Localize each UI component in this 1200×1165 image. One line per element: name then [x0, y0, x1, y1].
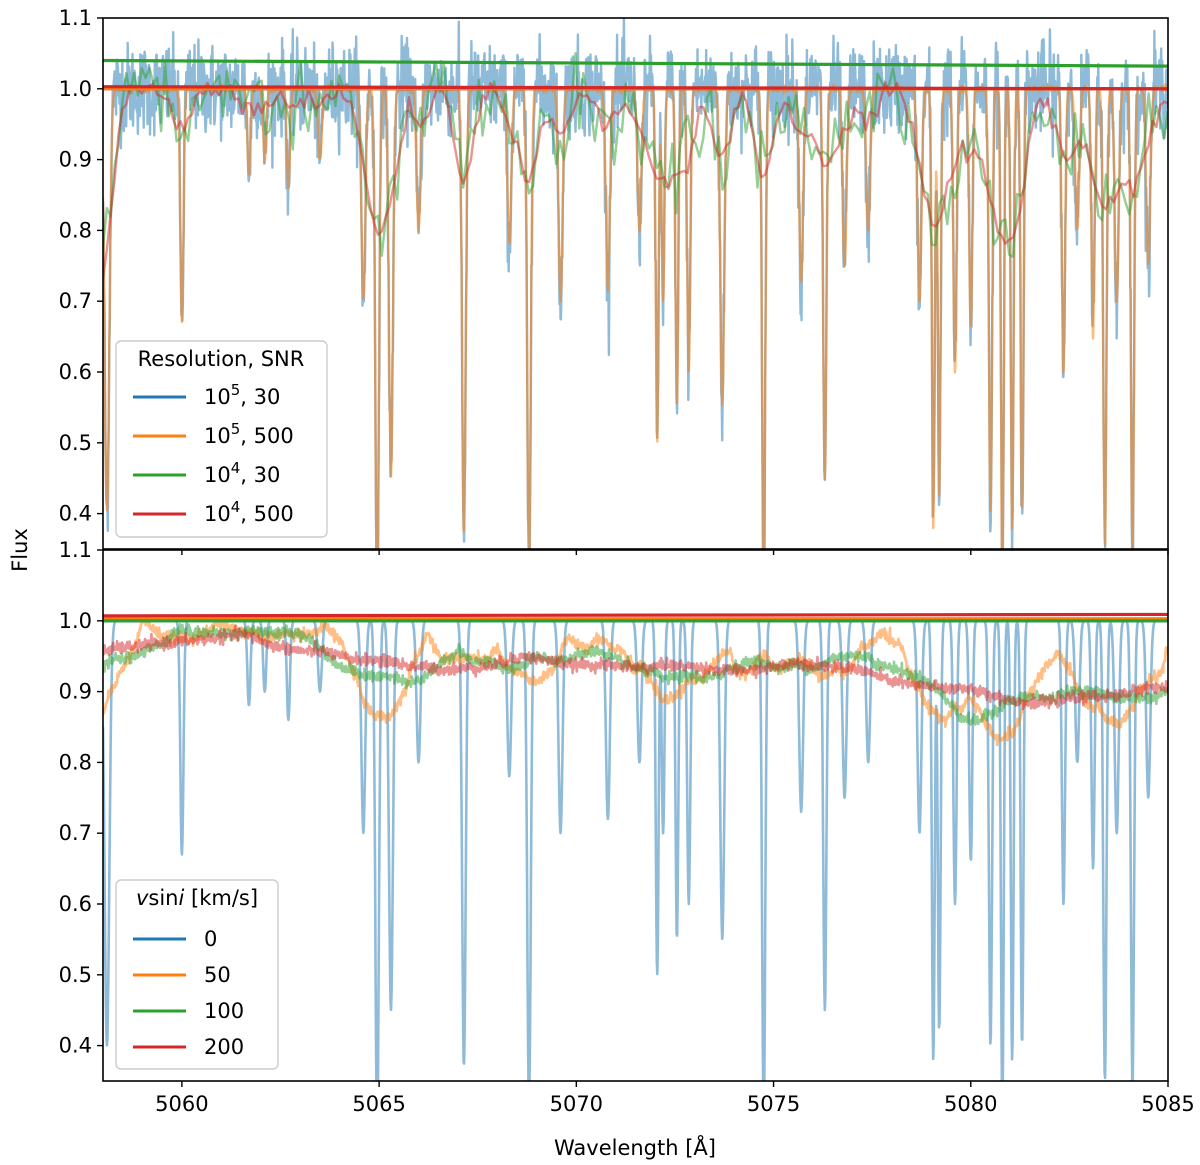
bottom-ytick-label: 0.5 — [59, 963, 92, 987]
bottom-panel-y-ticks: 0.4 0.5 0.6 0.7 0.8 0.9 1.0 1.1 — [59, 538, 103, 1058]
continuum-top-10^4, 30 — [103, 58, 1168, 68]
top-panel: 0.4 0.5 0.6 0.7 0.8 0.9 1.0 1.1 — [59, 6, 1169, 550]
bottom-panel: 0.4 0.5 0.6 0.7 0.8 0.9 1.0 1.1 5060 5065 5070 507… — [59, 538, 1195, 1116]
top-ytick-label: 0.9 — [59, 148, 92, 172]
y-axis-label: Flux — [8, 528, 32, 572]
xtick-label: 5065 — [352, 1092, 405, 1116]
xtick-label: 5070 — [550, 1092, 603, 1116]
bottom-ytick-label: 0.8 — [59, 750, 92, 774]
top-panel-y-ticks: 0.4 0.5 0.6 0.7 0.8 0.9 1.0 1.1 — [59, 6, 103, 526]
series-bot-200 — [103, 624, 1168, 711]
top-legend-label: 104, 30 — [204, 459, 280, 487]
bottom-ytick-label: 1.0 — [59, 609, 92, 633]
top-legend-label: 104, 500 — [204, 498, 294, 526]
bottom-ytick-label: 0.9 — [59, 680, 92, 704]
bottom-ytick-label: 0.6 — [59, 892, 92, 916]
xtick-label: 5080 — [944, 1092, 997, 1116]
xtick-label: 5085 — [1141, 1092, 1194, 1116]
continuum-top-10^4, 500 — [103, 85, 1168, 91]
xtick-label: 5060 — [155, 1092, 208, 1116]
top-ytick-label: 1.0 — [59, 77, 92, 101]
x-axis-label: Wavelength [Å] — [554, 1134, 716, 1160]
bottom-legend-label: 0 — [204, 927, 217, 951]
bottom-ytick-label: 0.4 — [59, 1034, 92, 1058]
xtick-label: 5075 — [747, 1092, 800, 1116]
top-ytick-label: 0.8 — [59, 218, 92, 242]
bottom-legend-label: 200 — [204, 1035, 244, 1059]
top-ytick-label: 0.4 — [59, 502, 92, 526]
bottom-legend-entries: 0 50 100 200 — [133, 927, 244, 1059]
bottom-ytick-label: 0.7 — [59, 821, 92, 845]
top-ytick-label: 0.6 — [59, 360, 92, 384]
top-legend-label: 105, 30 — [204, 381, 280, 409]
bottom-panel-frame — [102, 549, 1169, 1082]
bottom-legend-label: 50 — [204, 963, 231, 987]
top-legend-title: Resolution, SNR — [138, 347, 305, 371]
top-legend-label: 105, 500 — [204, 420, 294, 448]
continuum-bot-200 — [103, 612, 1168, 618]
top-legend-entries: 105, 30 105, 500 104, 30 104, 500 — [133, 381, 294, 526]
series-top-10^4, 500 — [103, 81, 1168, 279]
top-ytick-label: 0.7 — [59, 289, 92, 313]
top-ytick-label: 0.5 — [59, 431, 92, 455]
bottom-legend-label: 100 — [204, 999, 244, 1023]
bottom-ytick-label: 1.1 — [59, 538, 92, 562]
top-ytick-label: 1.1 — [59, 6, 92, 30]
series-top-10^4, 30 — [103, 52, 1168, 258]
top-panel-frame — [102, 17, 1169, 550]
top-legend-box — [115, 340, 328, 538]
bottom-legend-title: vsini [km/s] — [136, 886, 258, 910]
bottom-legend: vsini [km/s] 0 50 100 200 — [115, 879, 279, 1070]
bottom-panel-plot-area — [103, 612, 1168, 1081]
top-panel-plot-area — [103, 18, 1168, 549]
bottom-legend-box — [115, 879, 279, 1070]
x-ticks: 5060 5065 5070 5075 5080 5085 — [155, 549, 1195, 1116]
